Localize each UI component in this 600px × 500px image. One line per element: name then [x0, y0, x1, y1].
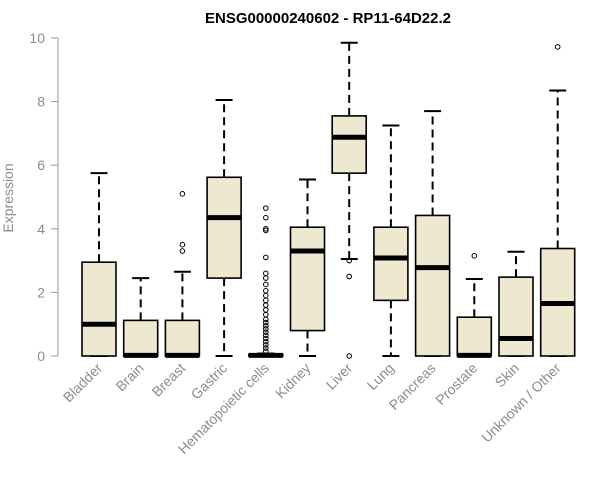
outlier-point — [263, 281, 269, 288]
box-body — [289, 226, 326, 332]
outlier-point — [346, 257, 353, 264]
outlier-point — [263, 345, 269, 351]
x-tick-label: Brain — [112, 360, 146, 394]
box-body — [456, 316, 493, 357]
outlier-point — [263, 307, 269, 313]
outlier-point — [179, 191, 186, 197]
outlier-point — [263, 342, 269, 348]
outlier-point — [263, 326, 269, 332]
y-axis-label: Expression — [0, 163, 16, 232]
x-tick-label: Unknown / Other — [478, 360, 564, 446]
x-tick-label: Bladder — [60, 360, 106, 406]
box-brain — [122, 277, 159, 358]
outlier-point — [263, 288, 269, 294]
outlier-point — [263, 292, 269, 299]
box-body — [373, 226, 409, 302]
box-skin — [498, 250, 534, 357]
box-body — [331, 115, 368, 174]
box-body — [164, 319, 201, 357]
y-tick-label: 0 — [37, 348, 45, 364]
outlier-point — [263, 226, 269, 232]
x-tick-label: Lung — [364, 360, 397, 393]
outlier-point — [263, 205, 269, 211]
box-body — [122, 319, 159, 357]
outlier-point — [263, 270, 269, 277]
outlier-point — [263, 332, 269, 339]
x-tick-label: Prostate — [432, 360, 480, 408]
outlier-point — [263, 297, 269, 304]
outlier-point — [263, 214, 269, 221]
y-tick-label: 8 — [37, 94, 45, 110]
x-tick-label: Kidney — [272, 360, 314, 402]
outlier-point — [554, 44, 561, 50]
outlier-point — [263, 335, 269, 342]
box-gastric — [206, 99, 242, 357]
outlier-point — [263, 275, 269, 281]
box-bladder — [81, 172, 117, 357]
outlier-point — [263, 348, 269, 355]
y-axis: 0 2 4 6 8 10 — [29, 30, 59, 364]
outlier-point — [263, 302, 269, 308]
x-tick-label: Breast — [149, 360, 189, 400]
y-tick-label: 6 — [37, 157, 45, 173]
outlier-point — [263, 316, 269, 323]
y-tick-label: 2 — [37, 284, 45, 300]
y-tick-label: 10 — [29, 30, 45, 46]
box-body — [414, 214, 451, 357]
box-breast — [164, 191, 201, 358]
outlier-point — [263, 338, 269, 345]
boxes — [81, 41, 576, 359]
outlier-point — [263, 254, 269, 261]
box-lung — [373, 124, 409, 357]
outlier-point — [346, 353, 353, 359]
x-tick-label: Liver — [323, 360, 356, 393]
outlier-point — [263, 319, 269, 326]
outlier-point — [179, 248, 186, 254]
outlier-point — [471, 253, 478, 259]
box-body — [206, 176, 242, 279]
box-unknown-other — [539, 44, 576, 357]
box-body — [81, 261, 117, 357]
y-tick-label: 4 — [37, 221, 45, 237]
box-body — [498, 276, 534, 357]
outlier-point — [263, 322, 269, 329]
box-prostate — [456, 253, 493, 358]
x-tick-label: Skin — [492, 360, 523, 391]
outlier-point — [263, 311, 269, 318]
box-liver — [331, 41, 368, 359]
outlier-point — [179, 241, 186, 248]
box-kidney — [289, 178, 326, 357]
box-pancreas — [414, 110, 451, 357]
outlier-point — [263, 329, 269, 335]
box-hematopoietic-cells — [248, 205, 284, 358]
outlier-point — [346, 273, 353, 280]
chart-title: ENSG00000240602 - RP11-64D22.2 — [205, 10, 451, 27]
